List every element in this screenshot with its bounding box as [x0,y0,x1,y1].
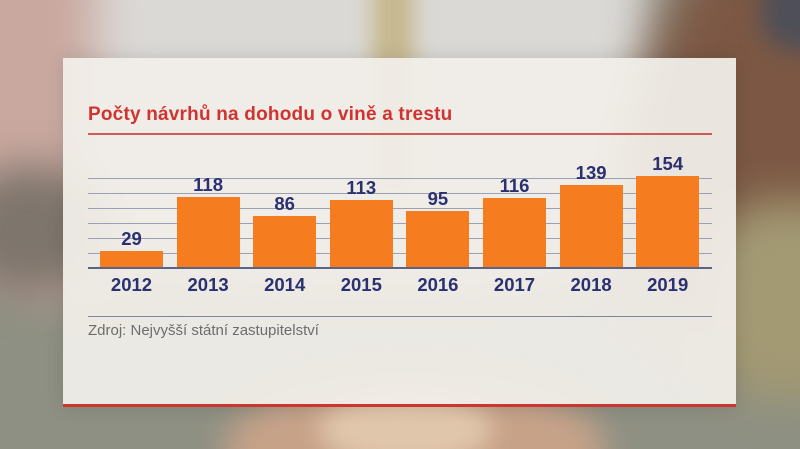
source-credit: Zdroj: Nejvyšší státní zastupitelství [88,322,319,339]
category-label-2018: 2018 [570,274,612,295]
bar-2016 [406,211,470,268]
category-label-2019: 2019 [647,274,689,295]
value-label-2012: 29 [121,227,142,249]
title-underline [88,133,712,135]
bar-2017 [483,198,546,268]
gridline-50 [88,237,712,239]
bar-2012 [100,250,163,268]
category-label-2016: 2016 [417,274,459,295]
value-label-2018: 139 [575,161,607,183]
bar-chart: 29 2012 118 2013 86 2014 113 2015 95 2016 116 2017 1… [63,58,736,407]
value-label-2015: 113 [346,177,377,199]
gridline-125 [88,192,712,194]
category-label-2014: 2014 [264,274,306,295]
x-axis-line [88,267,712,269]
infographic-card: Počty návrhů na dohodu o vině a trestu 2… [63,58,736,407]
value-label-2016: 95 [427,188,449,209]
gridline-150 [88,177,712,179]
value-label-2013: 118 [193,174,224,196]
category-label-2013: 2013 [187,274,229,295]
bar-2013 [176,197,240,268]
gridline-25 [88,252,712,254]
category-label-2015: 2015 [340,274,382,295]
value-label-2017: 116 [499,175,530,197]
value-label-2019: 154 [652,152,684,174]
gridline-100 [88,207,712,209]
value-label-2014: 86 [274,193,295,215]
category-label-2012: 2012 [110,274,153,295]
source-divider [88,316,712,317]
chart-title: Počty návrhů na dohodu o vině a trestu [88,104,453,125]
bar-2015 [329,200,393,268]
bar-2014 [253,216,317,268]
category-label-2017: 2017 [493,274,536,295]
bar-2018 [559,184,623,268]
gridline-75 [88,222,712,224]
bar-2019 [636,175,700,268]
